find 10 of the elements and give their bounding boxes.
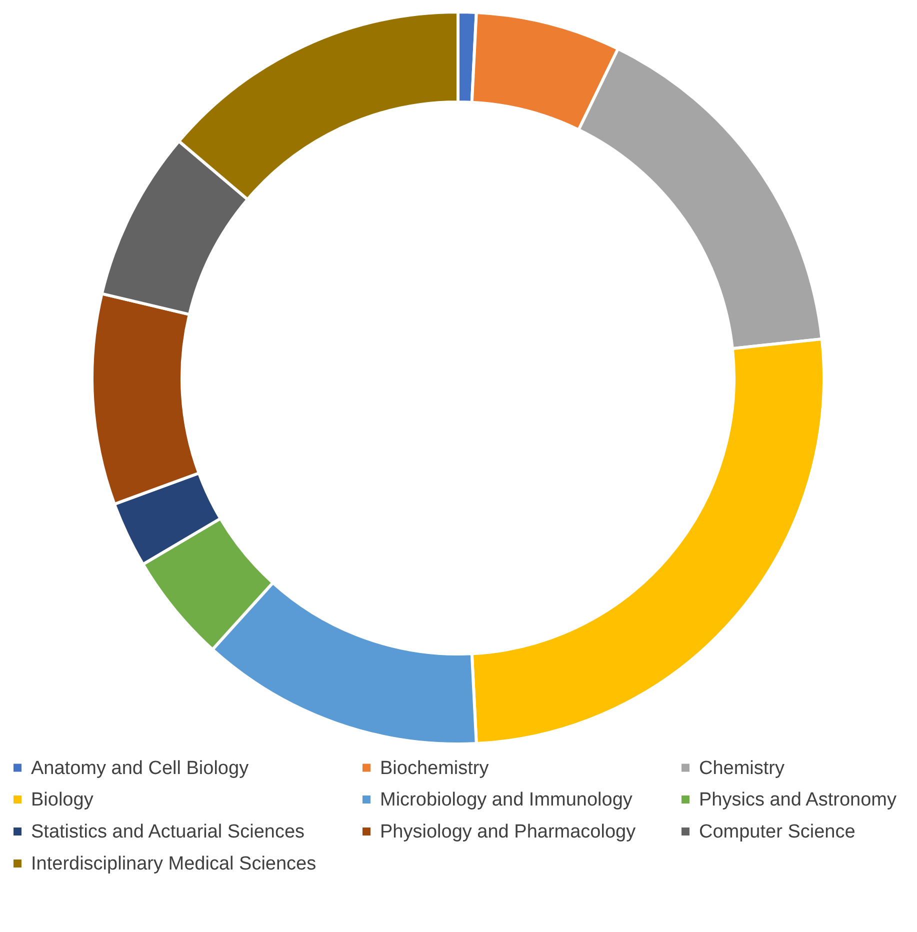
legend-label: Interdisciplinary Medical Sciences — [31, 854, 316, 874]
legend-label: Biology — [31, 790, 94, 810]
legend-label: Chemistry — [699, 758, 786, 779]
legend-label: Biochemistry — [380, 758, 490, 779]
legend-label: Statistics and Actuarial Sciences — [31, 822, 305, 842]
legend-label: Anatomy and Cell Biology — [31, 758, 250, 779]
legend-label: Computer Science — [699, 822, 856, 842]
legend-label: Physics and Astronomy — [699, 790, 897, 810]
legend-label: Physiology and Pharmacology — [380, 822, 636, 842]
legend-label: Microbiology and Immunology — [380, 790, 633, 810]
